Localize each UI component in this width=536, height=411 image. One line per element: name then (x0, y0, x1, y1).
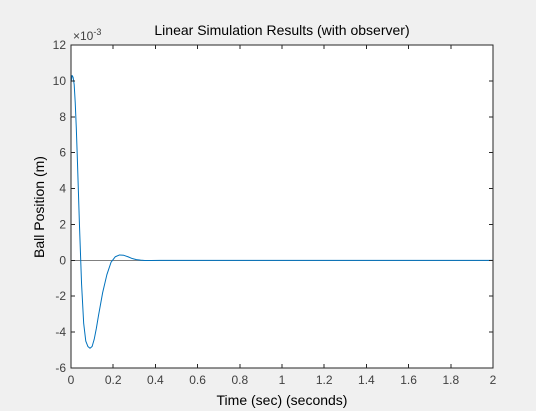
x-tick-label: 1.6 (400, 373, 417, 387)
y-tick-label: -4 (55, 325, 66, 339)
x-tick-label: 1.8 (442, 373, 459, 387)
x-tick-label: 1.4 (358, 373, 375, 387)
x-tick-label: 0.8 (231, 373, 248, 387)
y-tick-label: 10 (53, 74, 67, 88)
y-exponent-label: ×10-3 (73, 27, 101, 43)
plot-area (71, 45, 493, 368)
x-tick-label: 2 (490, 373, 497, 387)
x-tick-label: 0 (68, 373, 75, 387)
x-tick-label: 0.6 (189, 373, 206, 387)
y-tick-label: 2 (59, 217, 66, 231)
y-tick-label: 12 (53, 38, 67, 52)
series-line-1 (70, 75, 493, 349)
y-tick-label: 8 (59, 110, 66, 124)
y-tick-label: -2 (55, 289, 66, 303)
y-axis-label: Ball Position (m) (31, 156, 47, 258)
y-tick-label: 4 (59, 182, 66, 196)
x-tick-label: 1.2 (316, 373, 333, 387)
x-axis-label: Time (sec) (seconds) (217, 392, 348, 408)
x-tick-label: 1 (279, 373, 286, 387)
exponent-base: ×10 (73, 29, 94, 43)
y-tick-label: 6 (59, 146, 66, 160)
exponent-power: -3 (93, 27, 101, 37)
x-tick-label: 0.2 (105, 373, 122, 387)
x-tick-label: 0.4 (147, 373, 164, 387)
y-tick-label: -6 (55, 361, 66, 375)
chart-title: Linear Simulation Results (with observer… (154, 22, 409, 38)
y-tick-label: 0 (59, 253, 66, 267)
